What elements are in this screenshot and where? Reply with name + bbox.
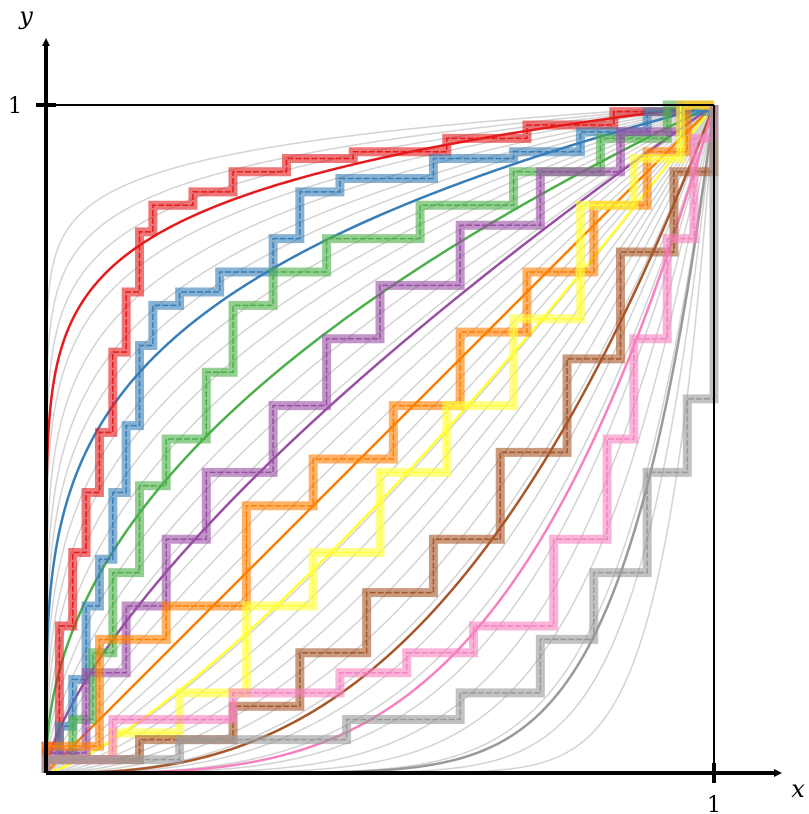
background-curve-7	[45, 104, 715, 773]
background-curve-14	[45, 104, 715, 773]
background-curve-0	[45, 104, 715, 773]
y-tick-label: 1	[8, 94, 22, 119]
series-2-curve	[44, 103, 715, 773]
series-1-steps-edge	[45, 105, 715, 773]
background-curve-12	[45, 104, 715, 773]
series-7-steps-edge	[45, 105, 715, 773]
series-8-steps-edge	[45, 105, 715, 773]
x-axis-label: x	[791, 775, 805, 803]
y-axis-label: y	[18, 2, 33, 30]
background-curve-2	[45, 104, 715, 773]
series-1-curve	[44, 103, 715, 773]
background-curve-1	[45, 104, 715, 773]
x-tick-label: 1	[707, 793, 721, 814]
series-3-steps-edge	[45, 104, 714, 773]
series-steps	[41, 100, 719, 773]
series-5-steps-edge	[45, 104, 714, 773]
series-0-steps-edge	[45, 104, 714, 773]
series-4-steps-edge	[45, 104, 714, 773]
